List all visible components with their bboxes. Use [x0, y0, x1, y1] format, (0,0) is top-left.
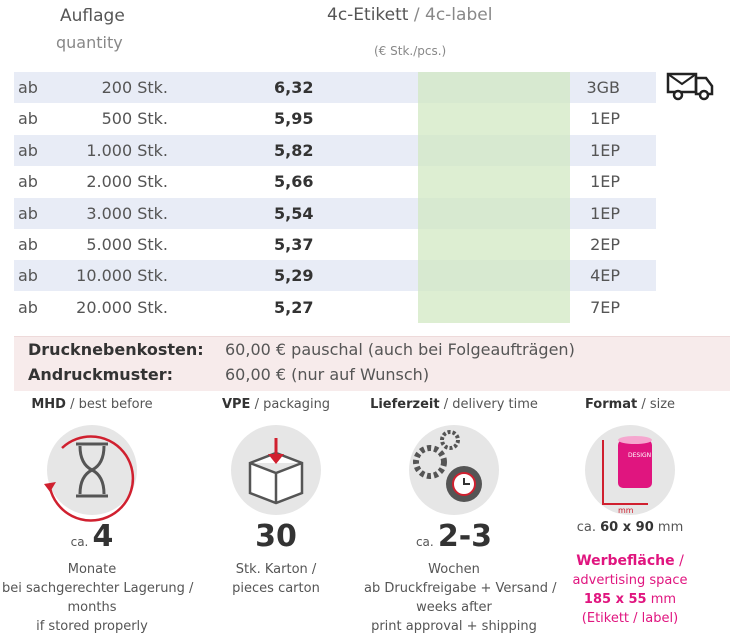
code: 7EP — [590, 297, 620, 317]
code: 1EP — [590, 140, 620, 160]
label-de: 4c-Etikett — [327, 5, 409, 25]
icon-unit: mm — [618, 506, 634, 515]
value-prefix: ca. — [70, 535, 89, 549]
quantity-en: quantity — [56, 33, 123, 52]
title-de: Format — [584, 397, 638, 412]
label-en: / 4c-label — [413, 5, 493, 25]
prefix: ab — [18, 203, 38, 223]
ad-size-unit: mm — [650, 592, 677, 607]
value-prefix: ca. — [415, 535, 434, 549]
icon-design: DESIGN — [628, 452, 652, 459]
title-en: / best before — [70, 397, 153, 412]
quantity: 200 Stk. — [101, 78, 168, 97]
quantity-de: Auflage — [60, 6, 125, 26]
quantity: 10.000 Stk. — [76, 266, 168, 286]
quantity: 500 Stk. — [101, 109, 168, 129]
title-en: / size — [641, 397, 676, 412]
value: 2-3 — [437, 519, 493, 554]
unit: (€ Stk./pcs.) — [374, 44, 447, 58]
info-line: bei sachgerechter Lagerung / — [2, 581, 194, 596]
info-line: Wochen — [428, 562, 480, 577]
title-en: / packaging — [254, 397, 331, 412]
price: 5,54 — [274, 203, 314, 223]
info-value: ca. 2-3 — [364, 520, 544, 560]
quantity: 5.000 Stk. — [86, 235, 168, 254]
ad-title: Werbefläche / — [540, 552, 720, 571]
prefix: ab — [18, 140, 38, 160]
size-unit: mm — [657, 520, 684, 535]
info-column: MHD / best before ca. 4 Monate bei sachgere… — [2, 397, 194, 636]
extra-label: Drucknebenkosten: — [28, 340, 204, 359]
table-row: ab 2.000 Stk. 5,66 1EP — [14, 166, 656, 197]
quantity: 3.000 Stk. — [86, 203, 168, 223]
prefix: ab — [18, 266, 38, 286]
size: ca. 60 x 90 mm — [540, 518, 720, 538]
info-title: MHD / best before — [2, 397, 182, 412]
code: 1EP — [590, 172, 620, 192]
value: 30 — [255, 519, 297, 554]
ad-en: advertising space — [572, 573, 688, 588]
label-title: 4c-Etikett / 4c-label — [327, 5, 492, 25]
info-value: ca. 4 — [2, 520, 182, 560]
table-row: ab 500 Stk. 5,95 1EP — [14, 103, 656, 134]
prefix: ab — [18, 78, 38, 97]
code: 1EP — [590, 203, 620, 223]
price: 5,82 — [274, 140, 314, 160]
price: 5,95 — [274, 109, 314, 129]
ad-de: Werbefläche — [576, 553, 675, 569]
info-title: Lieferzeit / delivery time — [364, 397, 544, 412]
icons — [44, 425, 675, 522]
info-column: VPE / packaging 30 Stk. Karton / pieces car… — [186, 397, 366, 598]
info-line: weeks after — [416, 600, 492, 615]
extra-value: 60,00 € pauschal (auch bei Folgeaufträge… — [225, 340, 575, 359]
info-line: print approval + shipping — [371, 619, 537, 634]
title-de: MHD — [31, 397, 66, 412]
info-column: Format / size ca. 60 x 90 mm Werbefläche /… — [540, 397, 720, 628]
code: 2EP — [590, 235, 620, 254]
ad-size-value: 185 x 55 — [583, 592, 647, 607]
quantity: 2.000 Stk. — [86, 172, 168, 192]
green-column — [418, 72, 570, 323]
info-line: Monate — [67, 562, 117, 577]
price: 5,37 — [274, 235, 314, 254]
ad-sep: / — [679, 553, 684, 569]
value: 4 — [92, 519, 114, 554]
ad-size: 185 x 55 mm — [540, 590, 720, 609]
info-title: Format / size — [540, 397, 720, 412]
extra-value: 60,00 € (nur auf Wunsch) — [225, 365, 430, 384]
code: 3GB — [586, 78, 620, 97]
title-de: VPE — [221, 397, 251, 412]
info-line: ab Druckfreigabe + Versand / — [364, 581, 557, 596]
title-de: Lieferzeit — [370, 397, 440, 412]
info-column: Lieferzeit / delivery time ca. 2-3 Wochen a… — [364, 397, 557, 636]
size-prefix: ca. — [576, 520, 596, 535]
price: 5,29 — [274, 266, 314, 286]
price: 6,32 — [274, 78, 314, 97]
size-value: 60 x 90 — [600, 520, 654, 535]
code: 4EP — [590, 266, 620, 286]
ad-note: (Etikett / label) — [581, 611, 679, 626]
info-title: VPE / packaging — [186, 397, 366, 412]
prefix: ab — [18, 172, 38, 192]
truck-icon — [666, 72, 714, 101]
code: 1EP — [590, 109, 620, 129]
info-line: if stored properly — [36, 619, 148, 634]
extras-bg — [14, 336, 730, 391]
price: 5,66 — [274, 172, 314, 192]
quantity: 20.000 Stk. — [76, 297, 168, 317]
quantity: 1.000 Stk. — [86, 140, 168, 160]
extra-label: Andruckmuster: — [28, 365, 174, 384]
prefix: ab — [18, 109, 38, 129]
price: 5,27 — [274, 297, 314, 317]
prefix: ab — [18, 297, 38, 317]
info-line: Stk. Karton / — [235, 562, 317, 577]
info-value: 30 — [186, 520, 366, 560]
prefix: ab — [18, 235, 38, 254]
table-row: ab 20.000 Stk. 5,27 7EP — [14, 292, 656, 323]
table-row: ab 5.000 Stk. 5,37 2EP — [14, 229, 656, 260]
info-line: months — [67, 600, 117, 615]
title-en: / delivery time — [443, 397, 538, 412]
info-line: pieces carton — [232, 581, 320, 596]
